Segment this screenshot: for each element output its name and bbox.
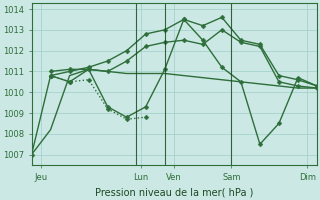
X-axis label: Pression niveau de la mer( hPa ): Pression niveau de la mer( hPa ) (95, 187, 253, 197)
